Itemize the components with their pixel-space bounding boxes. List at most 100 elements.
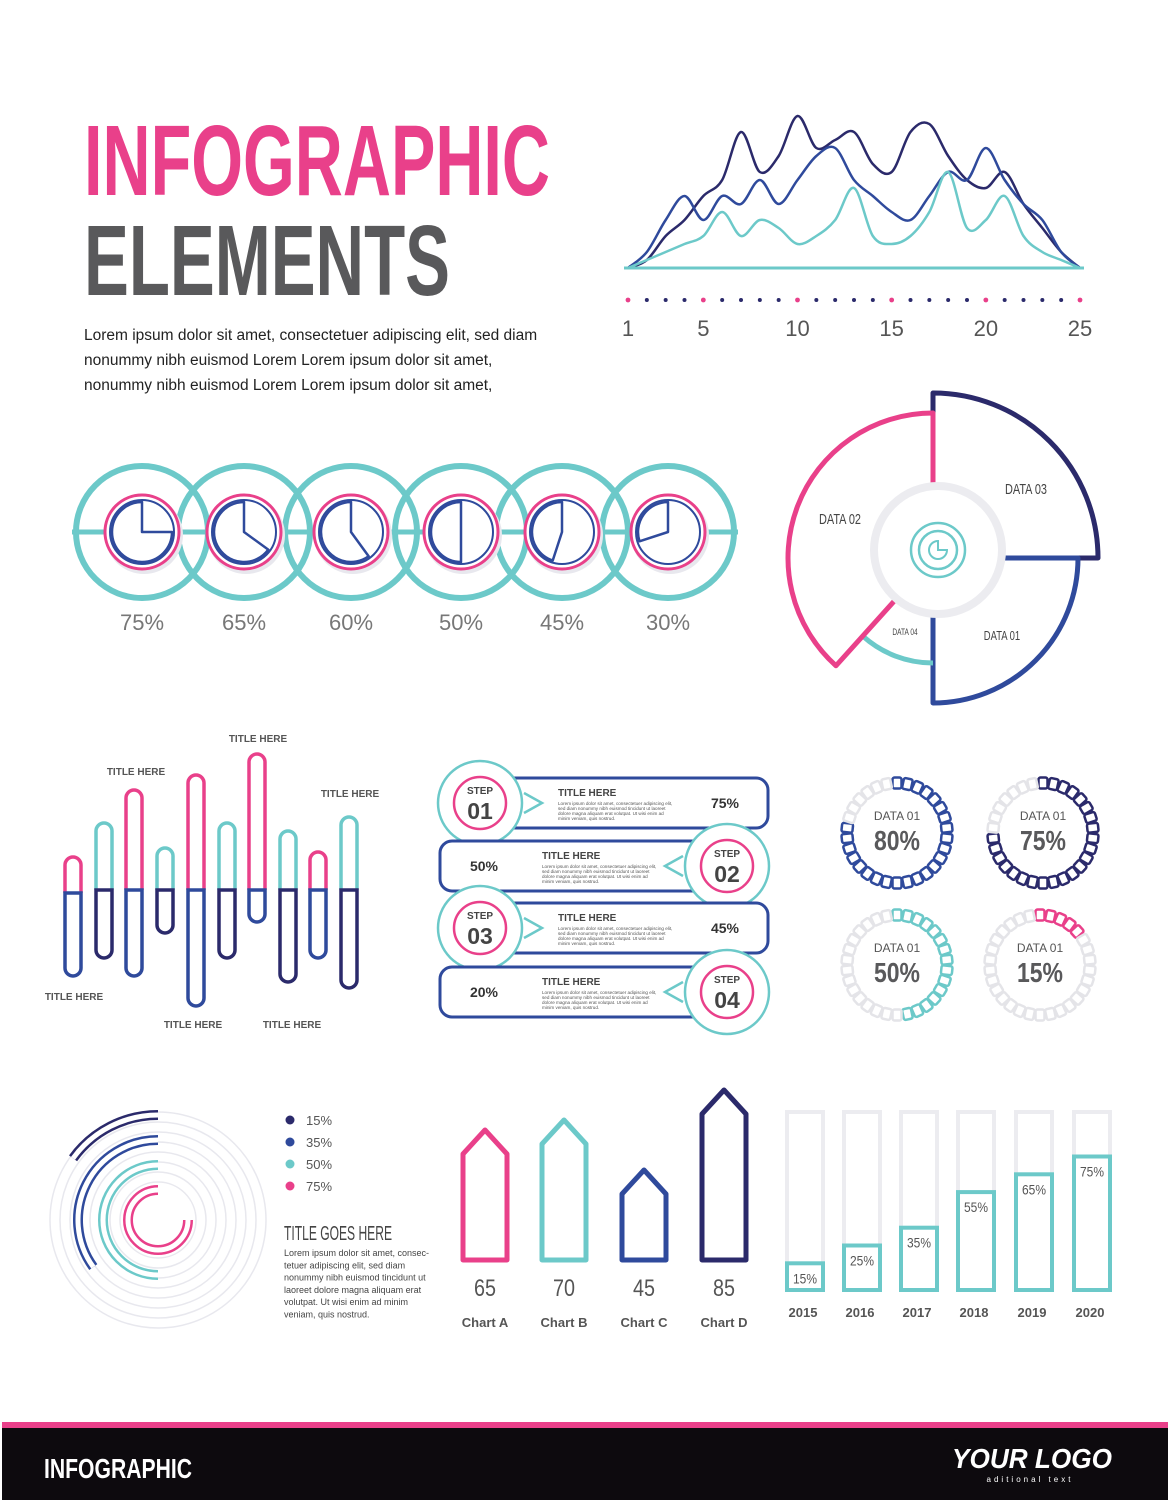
step-text: sed diam nonummy nibh euismod tincidunt … [542,869,650,874]
ring-segment [1003,916,1018,933]
ring-segment [1053,911,1068,927]
ring-segment [840,821,855,834]
footer-logo: YOUR LOGO [952,1443,1112,1474]
ring-segment [1069,924,1085,939]
x-tick [700,297,706,303]
step-text: minim veniam, quis nostrud. [542,879,599,884]
capsule-bottom [278,888,298,984]
ring-segment [910,779,925,795]
radial-arc-inner [75,1137,159,1269]
axis-dot [776,298,781,302]
column-category: 2018 [960,1305,989,1320]
ring-value: 50% [874,957,920,988]
pencil-value: 65 [474,1275,496,1302]
pencil-category: Chart C [621,1315,669,1330]
ring-value: 80% [874,825,920,856]
gauge-label: 65% [222,610,266,635]
ring-segment [1080,942,1095,957]
legend-label: 35% [306,1135,332,1150]
ring-segment [860,916,875,933]
column-bar [1014,1172,1054,1293]
ring-segment [842,810,857,825]
gauge-sector [110,500,174,564]
intro-text: Lorem ipsum dolor sit amet, consectetuer… [84,327,537,344]
step-text: minim veniam, quis nostrud. [558,816,615,821]
ring-segment [869,871,884,887]
ring-segment [937,841,952,856]
capsule-bottom [63,891,83,978]
legend-label: 75% [306,1179,332,1194]
ring-value: 75% [1020,825,1066,856]
radial-arc-inner [71,1112,159,1160]
radial-body: volutpat. Ut wisi enim ad minim [284,1297,408,1307]
x-tick-label: 5 [697,316,709,341]
footer-brand: INFOGRAPHIC [44,1453,192,1484]
gauge-sector [530,500,564,562]
ring-segment [842,973,857,988]
column-category: 2020 [1076,1305,1105,1320]
bar-title: TITLE HERE [229,734,288,745]
capsule-top [186,773,206,890]
legend-dot [285,1137,295,1147]
axis-dot [644,298,649,302]
axis-dot [663,298,668,302]
axis-dot [1021,298,1026,302]
ring-segment [983,953,998,966]
ring-segment [937,942,952,957]
x-tick [889,297,895,303]
gauge-label: 60% [329,610,373,635]
pencil-bar [619,1167,669,1263]
bar-title: TITLE HERE [45,992,104,1003]
step-number: 03 [467,923,493,949]
step-label: STEP [714,849,740,860]
axis-dot [1002,298,1007,302]
ring-segment [939,821,954,834]
legend-dot [285,1115,295,1125]
column-bar [785,1261,825,1293]
column-value: 35% [907,1235,931,1251]
step-percent: 50% [470,858,499,874]
capsule-top [339,815,359,890]
axis-dot [908,298,913,302]
ring-segment [846,932,862,948]
ring-value: 15% [1017,957,1063,988]
step-title: TITLE HERE [542,851,601,862]
ring-segment [1037,776,1049,790]
gauge-sector [319,500,370,564]
column-bar [899,1225,939,1292]
step-badge [699,838,755,894]
pencil-bar [699,1087,749,1263]
ring-segment [992,850,1008,866]
ring-segment [900,874,914,890]
ring-segment [932,982,948,998]
ring-segment [985,942,1000,957]
radial-body: Lorem ipsum dolor sit amet, consec- [284,1248,429,1258]
ring-segment [910,871,925,887]
bar-title: TITLE HERE [164,1020,223,1031]
legend-label: 15% [306,1113,332,1128]
polar-arc [861,634,934,666]
ring-segment [932,800,948,816]
ring-segment [900,776,914,792]
step-number: 01 [467,798,493,824]
ring-segment [1015,779,1030,795]
step-percent: 75% [711,795,740,811]
axis-dot [852,298,856,302]
ring-segment [926,924,942,939]
x-tick-label: 10 [785,316,809,341]
ring-segment [1065,865,1080,882]
ring-segment [891,776,903,790]
capsule-top [278,829,298,890]
axis-dot [814,298,819,302]
step-text: dolore magna aliquam erat volutpat. Ut w… [558,811,664,816]
ring-segment [869,1003,884,1019]
step-label: STEP [467,786,493,797]
capsule-bottom [155,888,175,935]
legend-dot [285,1159,295,1169]
column-category: 2015 [789,1305,818,1320]
ring-segment [998,792,1014,807]
ring-segment [891,1008,903,1022]
ring-segment [992,800,1008,816]
ring-segment [919,865,934,882]
ring-segment [860,784,875,801]
